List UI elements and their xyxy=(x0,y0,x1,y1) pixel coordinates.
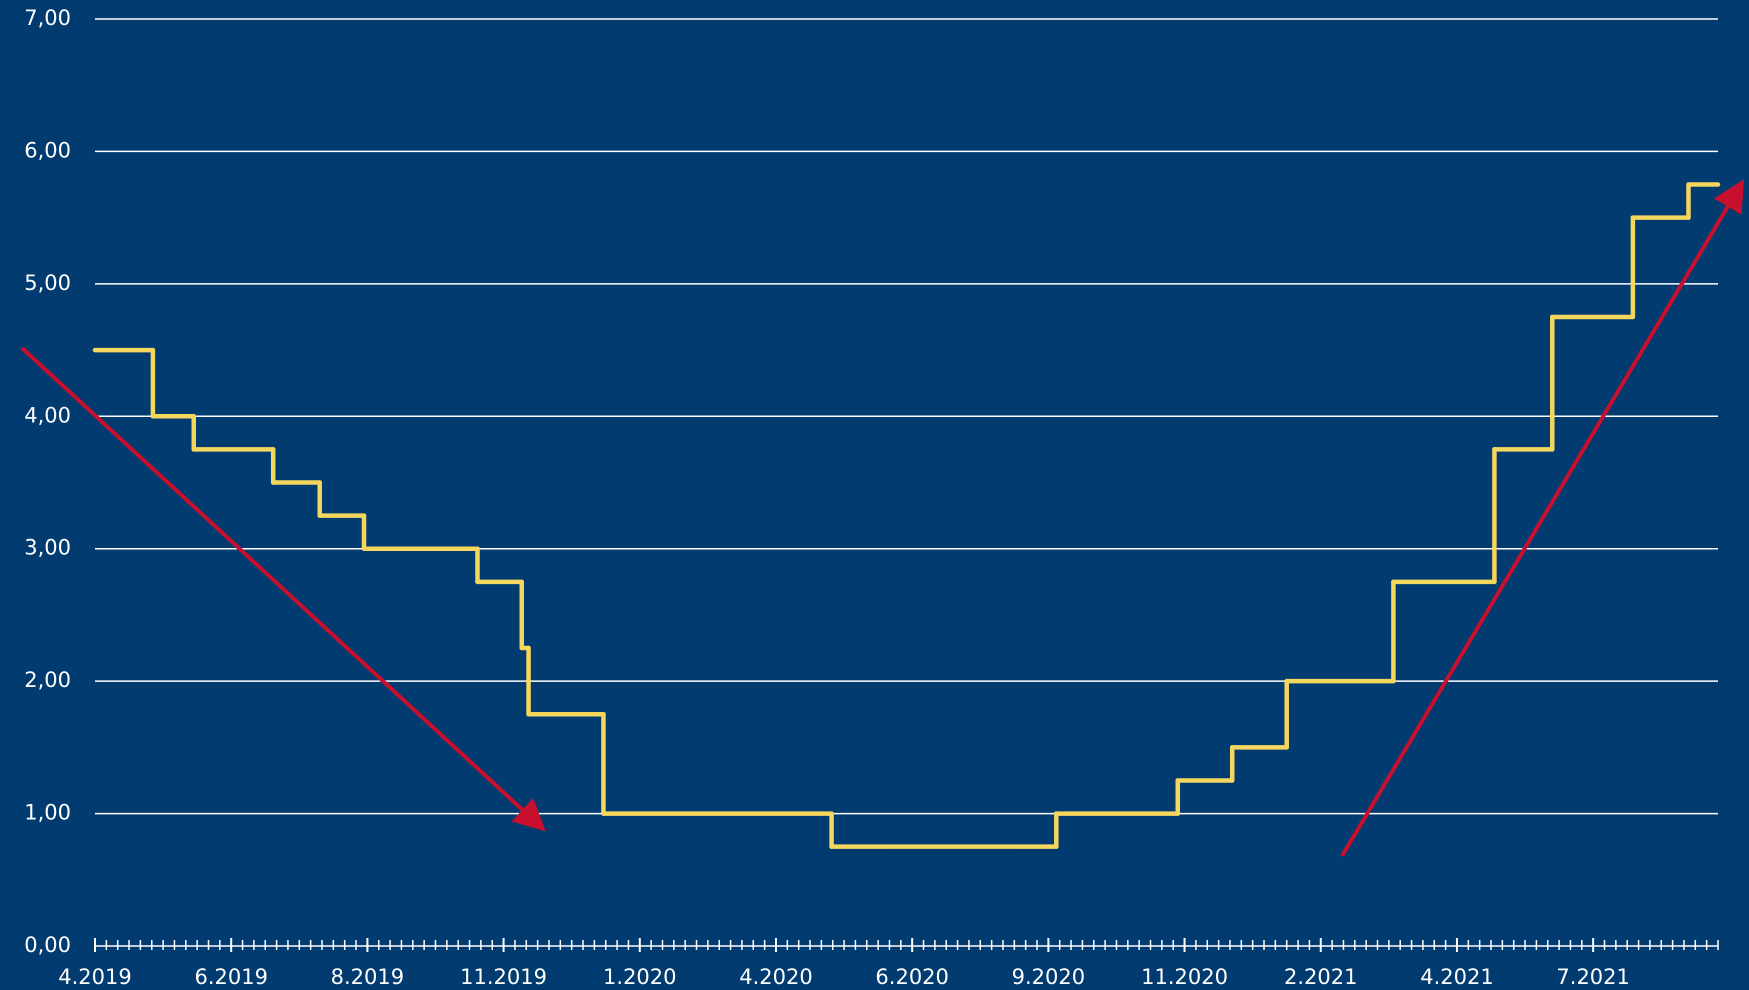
y-tick-label: 1,00 xyxy=(24,801,71,825)
x-tick-label: 6.2020 xyxy=(875,965,948,989)
trend-arrow-down xyxy=(20,346,546,832)
x-tick-label: 7.2021 xyxy=(1556,965,1629,989)
x-tick-label: 1.2020 xyxy=(603,965,676,989)
x-tick-label: 11.2019 xyxy=(460,965,547,989)
x-tick-label: 2.2021 xyxy=(1284,965,1357,989)
y-tick-label: 2,00 xyxy=(24,668,71,692)
plot-area: 0,00 1,00 2,00 3,00 4,00 5,00 6,00 7,00 4.2019 6.… xyxy=(24,6,1721,989)
y-tick-label: 5,00 xyxy=(24,271,71,295)
x-tick-label: 11.2020 xyxy=(1141,965,1228,989)
y-tick-label: 0,00 xyxy=(24,933,71,957)
x-tick-label: 4.2020 xyxy=(739,965,812,989)
x-tick-label: 4.2019 xyxy=(58,965,131,989)
trend-arrow-up xyxy=(1340,179,1745,858)
x-tick-label: 6.2019 xyxy=(194,965,267,989)
y-tick-label: 7,00 xyxy=(24,6,71,30)
y-tick-label: 6,00 xyxy=(24,138,71,162)
x-tick-label: 4.2021 xyxy=(1420,965,1493,989)
x-tick-label: 9.2020 xyxy=(1012,965,1085,989)
y-tick-label: 3,00 xyxy=(24,536,71,560)
y-tick-label: 4,00 xyxy=(24,403,71,427)
x-tick-label: 8.2019 xyxy=(331,965,404,989)
